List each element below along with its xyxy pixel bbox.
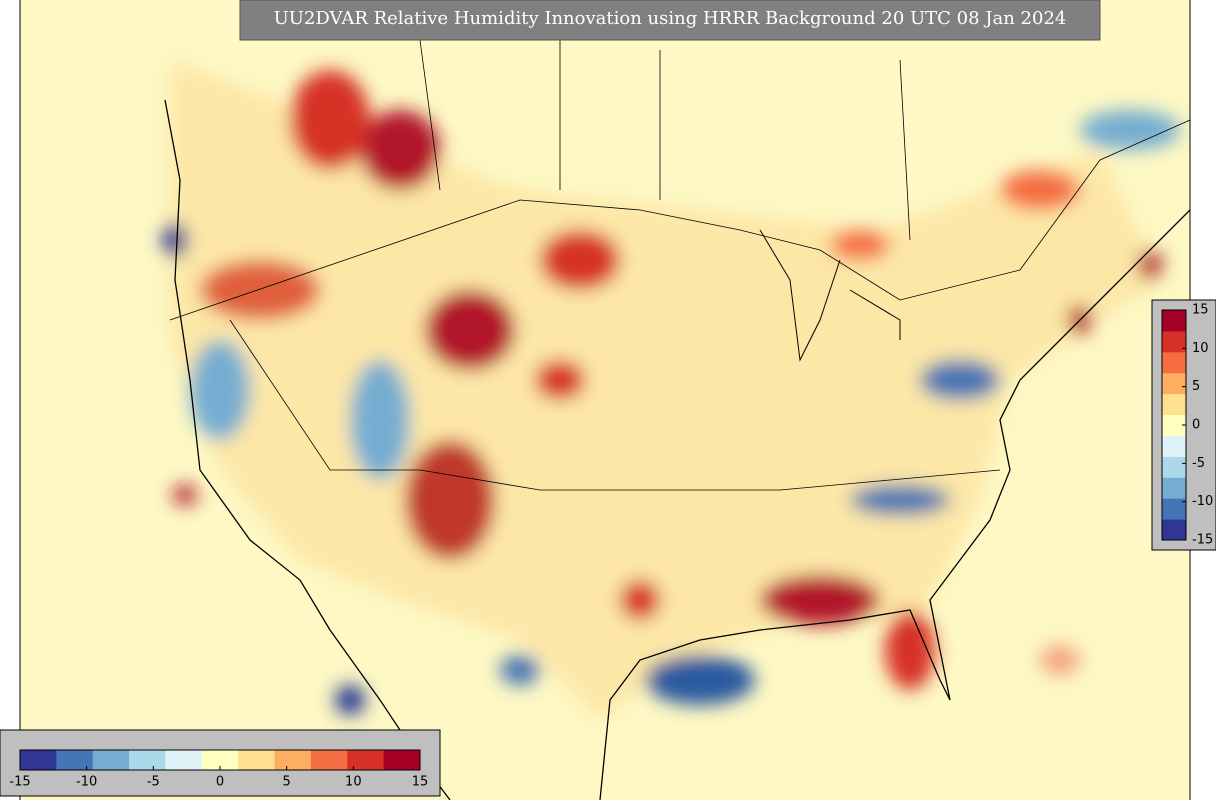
colorbar-tick-label: 5	[1192, 379, 1200, 394]
colorbar-tick-label: 10	[345, 775, 362, 790]
colorbar-segment	[238, 750, 276, 770]
colorbar-tick-label: 5	[283, 775, 291, 790]
colorbar-segment	[20, 750, 57, 770]
colorbar-tick-label: 10	[1192, 341, 1209, 356]
colorbar-segment	[1162, 414, 1186, 436]
colorbar-segment	[1162, 372, 1186, 395]
coastlines	[164, 39, 1190, 800]
colorbar-segment	[1162, 310, 1186, 332]
colorbar-tick-label: -5	[1192, 456, 1205, 471]
colorbar-segment	[56, 750, 94, 770]
colorbar-segment	[310, 750, 348, 770]
colorbar-segment	[1162, 330, 1186, 353]
colorbar-tick-label: 0	[216, 775, 224, 790]
colorbar-tick-label: -10	[76, 775, 97, 790]
colorbar-segment	[1162, 519, 1186, 541]
colorbar-segment	[1162, 456, 1186, 478]
colorbar-segment	[92, 750, 130, 770]
colorbar-segment	[1162, 477, 1186, 499]
colorbar-segment	[1162, 498, 1186, 520]
colorbar-segment	[1162, 435, 1186, 457]
colorbar-tick-label: -10	[1192, 494, 1213, 509]
colorbar-tick-label: -15	[1192, 533, 1213, 548]
colorbar-tick-label: -5	[147, 775, 160, 790]
title-box	[239, 0, 1101, 41]
colorbar-segment	[129, 750, 166, 770]
colorbar-segment	[201, 750, 239, 770]
colorbar-segment	[1162, 393, 1186, 416]
colorbar-tick-label: -15	[9, 775, 30, 790]
colorbar-tick-label: 0	[1192, 418, 1200, 433]
colorbar-segment	[1162, 351, 1186, 374]
colorbar-segment	[383, 750, 421, 770]
humidity-field	[163, 60, 1180, 720]
colorbar-tick-label: 15	[412, 775, 429, 790]
colorbar-segment	[165, 750, 203, 770]
colorbar-segment	[347, 750, 385, 770]
colorbar-segment	[274, 750, 312, 770]
map-title: UU2DVAR Relative Humidity Innovation usi…	[274, 8, 1067, 29]
colorbar-tick-label: 15	[1192, 303, 1209, 318]
